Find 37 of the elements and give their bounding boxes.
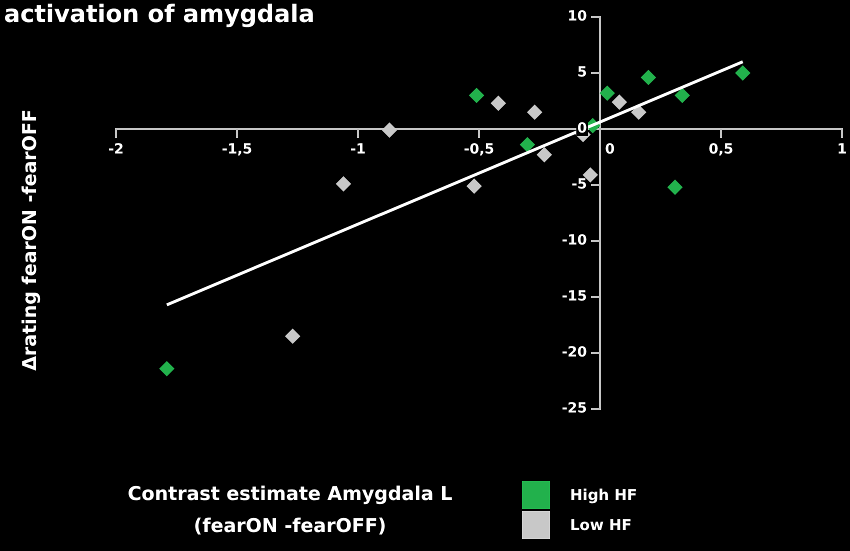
point — [285, 328, 300, 344]
point — [600, 86, 615, 101]
y-tick-label: 5 — [577, 64, 587, 81]
y-tick-label: 10 — [568, 8, 588, 25]
y-tick-label: -10 — [562, 232, 588, 249]
point — [490, 96, 506, 111]
x-tick-label: -1,5 — [222, 142, 252, 158]
point — [159, 361, 174, 376]
y-tick-label: -25 — [562, 400, 587, 417]
y-tick-label: -15 — [562, 288, 587, 305]
point — [382, 122, 397, 138]
x-tick-label: -2 — [108, 142, 124, 158]
x-tick-label: 0 — [605, 142, 615, 158]
point — [469, 88, 484, 103]
point — [336, 176, 351, 192]
point — [735, 66, 750, 80]
point — [520, 137, 535, 152]
x-axis-title: Contrast estimate Amygdala L (fearON -fearOFF) — [126, 482, 454, 539]
point — [466, 178, 482, 194]
point — [640, 70, 656, 85]
x-tick-label: 1 — [837, 142, 847, 158]
point — [536, 147, 552, 162]
legend-label: High HF — [570, 486, 638, 504]
y-tick-label: -20 — [562, 344, 588, 361]
x-tick-label: -0,5 — [464, 142, 494, 158]
point — [631, 104, 646, 120]
legend-label: Low HF — [570, 516, 632, 534]
y-axis-title: Δrating fearON -fearOFF — [19, 109, 41, 371]
point — [668, 180, 683, 195]
point — [674, 88, 690, 103]
x-tick-label: -1 — [350, 142, 366, 158]
point — [612, 94, 627, 110]
x-tick-label: 0,5 — [708, 142, 734, 158]
y-tick-label: -5 — [571, 176, 587, 193]
chart-title: activation of amygdala — [4, 0, 315, 28]
point — [527, 104, 542, 120]
y-tick-label: 0 — [577, 120, 588, 137]
